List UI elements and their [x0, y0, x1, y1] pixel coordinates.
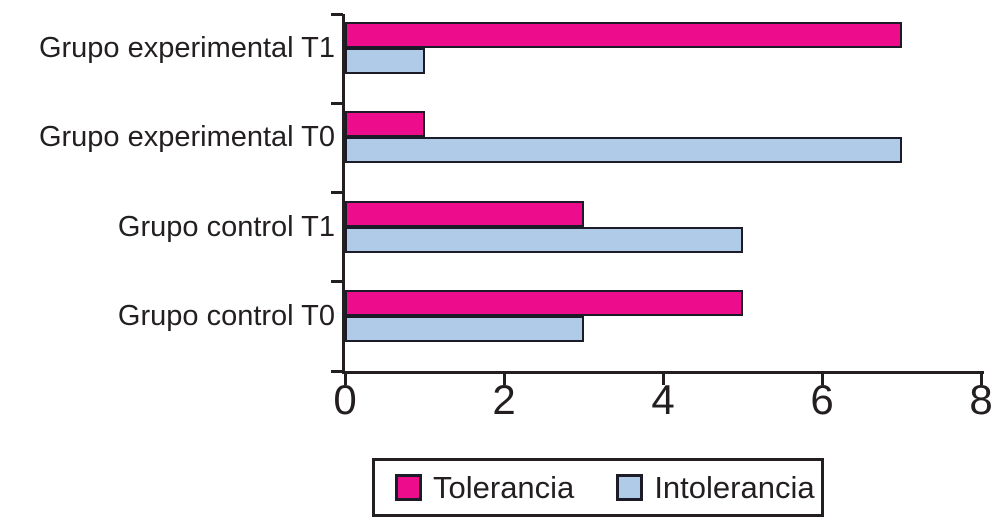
legend-item-tolerancia: Tolerancia: [395, 470, 574, 506]
x-axis-tick: [979, 374, 983, 385]
bar-tolerancia-row3: [345, 289, 743, 316]
bar-tolerancia-row0: [345, 22, 902, 48]
y-axis-tick: [331, 280, 343, 284]
x-axis-tick: [661, 374, 665, 385]
legend-label-intolerancia: Intolerancia: [654, 469, 815, 505]
y-axis-tick: [331, 101, 343, 105]
category-label: Grupo control T1: [117, 210, 335, 243]
x-axis-tick-label: 8: [969, 376, 993, 423]
legend: Tolerancia Intolerancia: [372, 458, 824, 517]
x-axis-line: [342, 371, 984, 374]
plot-area: [345, 14, 981, 371]
bar-tolerancia-row2: [345, 200, 584, 227]
bar-intolerancia-row0: [345, 48, 425, 74]
x-axis-tick: [820, 374, 824, 385]
category-label: Grupo experimental T0: [38, 121, 335, 154]
category-label: Grupo experimental T1: [38, 32, 335, 64]
tolerancia-swatch-icon: [395, 474, 422, 501]
category-labels: Grupo experimental T1 Grupo experimental …: [0, 0, 335, 374]
x-axis-tick-label: 6: [810, 376, 834, 423]
x-axis-tick-label: 0: [333, 376, 357, 423]
legend-label-tolerancia: Tolerancia: [433, 469, 575, 505]
y-axis-tick: [331, 369, 343, 373]
intolerancia-swatch-icon: [616, 474, 644, 501]
y-axis-tick: [331, 191, 343, 194]
x-axis-tick-label: 4: [651, 376, 675, 423]
bar-tolerancia-row1: [345, 111, 425, 138]
legend-item-intolerancia: Intolerancia: [616, 469, 815, 506]
bar-intolerancia-row3: [345, 315, 584, 342]
y-axis-tick: [331, 12, 343, 16]
x-axis-tick: [502, 374, 506, 385]
bar-intolerancia-row1: [345, 137, 902, 164]
y-axis-line: [342, 14, 345, 374]
category-label: Grupo control T0: [117, 299, 335, 332]
x-axis-tick-label: 2: [492, 376, 516, 423]
x-axis-tick: [343, 374, 347, 385]
bar-intolerancia-row2: [345, 226, 743, 253]
